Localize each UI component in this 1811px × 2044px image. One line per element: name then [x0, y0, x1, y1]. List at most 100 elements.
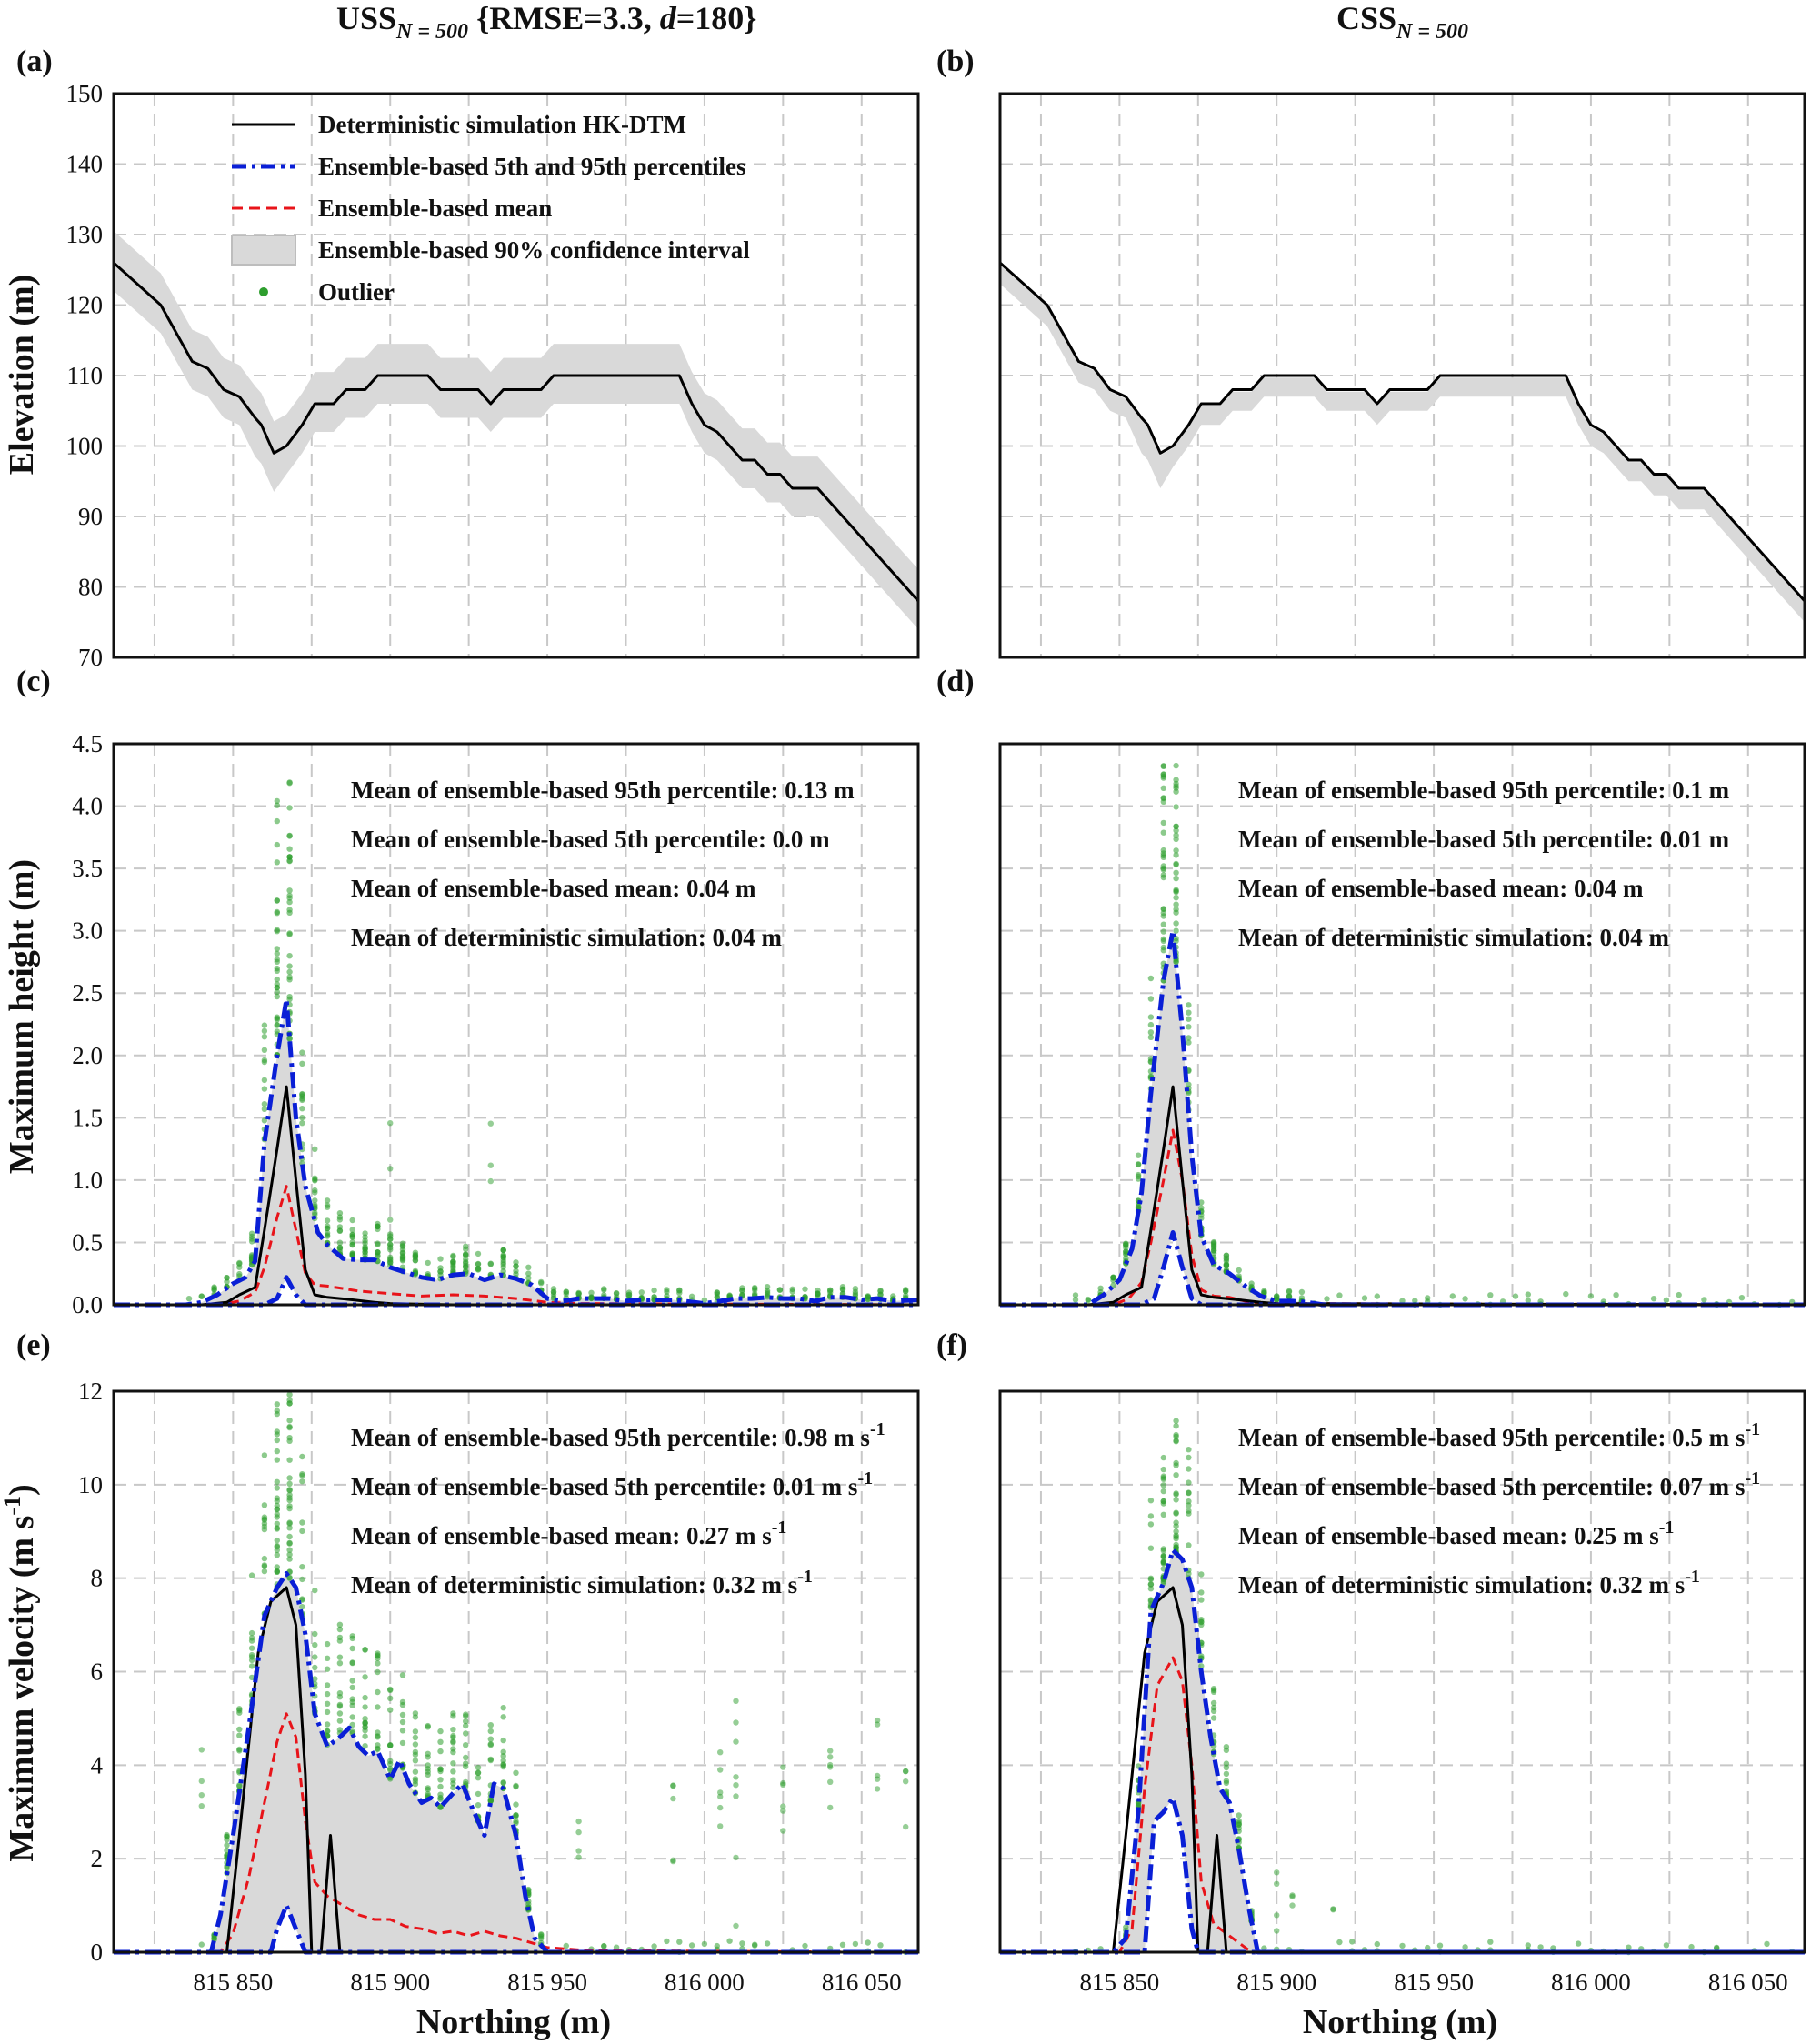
legend-det-label: Deterministic simulation HK-DTM	[318, 111, 686, 138]
outlier-point	[1738, 1295, 1746, 1301]
outlier-point	[575, 1829, 582, 1836]
outlier-point	[224, 1275, 230, 1281]
outlier-point	[274, 1520, 280, 1528]
outlier-point	[261, 1555, 268, 1562]
outlier-point	[764, 1284, 771, 1290]
outlier-point	[1160, 1482, 1167, 1488]
outlier-point	[1613, 1292, 1619, 1298]
y-tick-label: 0	[91, 1939, 104, 1966]
outlier-point	[670, 1782, 676, 1789]
outlier-point	[1198, 1589, 1205, 1596]
outlier-point	[827, 1754, 834, 1760]
outlier-point	[651, 1943, 657, 1949]
outlier-point	[676, 1287, 683, 1294]
outlier-point	[261, 1027, 268, 1035]
outlier-point	[1173, 832, 1179, 838]
outlier-point	[286, 1475, 293, 1481]
outlier-point	[336, 1621, 344, 1628]
outlier-point	[1223, 1261, 1230, 1267]
outlier-point	[1160, 1498, 1167, 1505]
outlier-point	[349, 1678, 355, 1684]
outlier-point	[349, 1659, 355, 1666]
outlier-point	[588, 1295, 595, 1301]
outlier-point	[1160, 1466, 1167, 1473]
outlier-point	[412, 1257, 419, 1264]
outlier-point	[789, 1286, 795, 1293]
outlier-point	[1714, 1945, 1720, 1951]
panel-f-deterministic-line	[1000, 1586, 1805, 1954]
outlier-point	[375, 1745, 381, 1752]
outlier-point	[324, 1197, 331, 1204]
annotation-line: Mean of deterministic simulation: 0.04 m	[1238, 924, 1669, 951]
outlier-point	[450, 1727, 456, 1733]
outlier-point	[274, 1502, 280, 1509]
outlier-point	[1525, 1942, 1532, 1949]
outlier-point	[538, 1931, 545, 1938]
outlier-point	[525, 1900, 532, 1908]
outlier-point	[1223, 1764, 1230, 1771]
outlier-point	[1210, 1699, 1217, 1707]
outlier-point	[299, 1060, 305, 1067]
outlier-point	[874, 1717, 881, 1724]
outlier-point	[198, 1293, 205, 1299]
panel-label-b: (b)	[936, 45, 975, 78]
outlier-point	[1512, 1293, 1519, 1299]
outlier-point	[487, 1722, 494, 1728]
outlier-point	[425, 1771, 431, 1778]
outlier-point	[475, 1250, 482, 1257]
outlier-point	[1336, 1939, 1343, 1946]
outlier-point	[776, 1287, 784, 1293]
outlier-point	[1186, 1489, 1192, 1497]
outlier-point	[1186, 1479, 1192, 1486]
outlier-point	[1173, 1438, 1179, 1445]
outlier-point	[877, 1292, 884, 1298]
outlier-point	[1160, 1548, 1167, 1554]
outlier-point	[463, 1722, 469, 1729]
outlier-point	[1135, 1203, 1142, 1209]
outlier-point	[1261, 1289, 1267, 1296]
outlier-point	[274, 817, 280, 825]
panel-e-confidence-band	[114, 1573, 918, 1952]
outlier-point	[198, 1941, 205, 1948]
outlier-point	[261, 1516, 268, 1522]
outlier-point	[739, 1940, 745, 1947]
outlier-point	[236, 1726, 243, 1733]
outlier-point	[500, 1259, 506, 1266]
outlier-point	[1462, 1296, 1468, 1302]
outlier-point	[412, 1776, 419, 1782]
outlier-point	[500, 1753, 506, 1759]
outlier-point	[664, 1938, 670, 1945]
outlier-point	[1160, 909, 1167, 917]
outlier-point	[198, 1803, 205, 1809]
x-tick-label: 816 050	[1708, 1969, 1788, 1996]
outlier-point	[387, 1259, 394, 1266]
outlier-point	[1072, 1292, 1079, 1298]
outlier-point	[261, 1452, 268, 1458]
legend-ci-swatch	[231, 235, 296, 266]
outlier-point	[1173, 1510, 1179, 1517]
outlier-point	[286, 1418, 293, 1424]
outlier-point	[349, 1684, 355, 1691]
legend-outlier-label: Outlier	[318, 278, 395, 306]
outlier-point	[1135, 1800, 1142, 1807]
outlier-point	[299, 1453, 305, 1460]
annotation-line: Mean of ensemble-based 95th percentile: …	[1238, 777, 1730, 804]
outlier-point	[1223, 1747, 1230, 1754]
outlier-point	[1198, 1653, 1205, 1659]
outlier-point	[450, 1760, 456, 1767]
outlier-point	[261, 1523, 268, 1530]
outlier-point	[286, 1491, 293, 1498]
annotation-line: Mean of deterministic simulation: 0.32 m…	[1238, 1567, 1700, 1598]
outlier-point	[903, 1288, 909, 1295]
outlier-point	[412, 1253, 419, 1259]
outlier-point	[733, 1782, 739, 1788]
outlier-point	[852, 1940, 859, 1948]
outlier-point	[1186, 1035, 1192, 1041]
outlier-point	[500, 1705, 506, 1711]
outlier-point	[274, 1568, 280, 1576]
panel-e-frame	[112, 1389, 920, 1954]
outlier-point	[274, 1514, 280, 1520]
outlier-point	[274, 1408, 280, 1414]
outlier-point	[299, 1096, 305, 1102]
annotation-line: Mean of ensemble-based 5th percentile: 0…	[1238, 826, 1730, 853]
